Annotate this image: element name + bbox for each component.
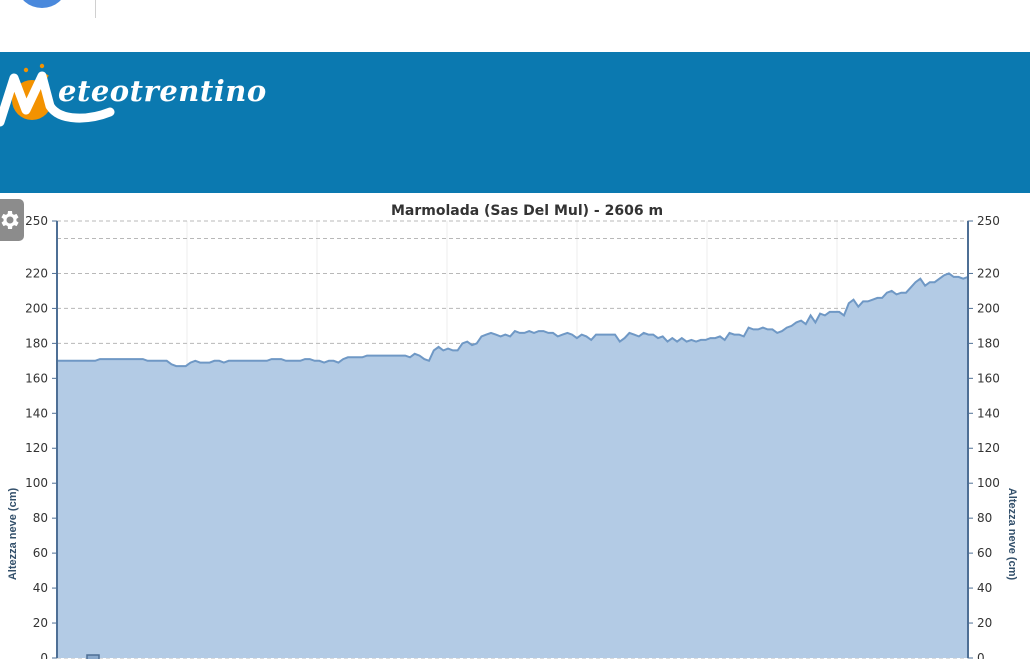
axes: 0 0 20 20 40 40 60 60 80 80 100 100 120 120 140 140 160 1…: [25, 214, 1000, 659]
site-header: eteotrentino: [0, 52, 1030, 193]
settings-button[interactable]: [0, 199, 24, 241]
y-tick-label: 160: [25, 371, 48, 385]
y-tick-label: 40: [33, 581, 48, 595]
y-tick-label-right: 60: [977, 546, 992, 560]
chart-container: 0 0 20 20 40 40 60 60 80 80 100 100 120 120 140 140 160 1…: [0, 193, 1030, 659]
y-tick-label-right: 0: [977, 651, 985, 659]
y-tick-label-right: 220: [977, 266, 1000, 280]
y-tick-label-right: 250: [977, 214, 1000, 228]
y-tick-label: 0: [40, 651, 48, 659]
series-line: [57, 272, 969, 368]
gear-icon: [1, 211, 19, 229]
y-tick-label-right: 200: [977, 301, 1000, 315]
legend[interactable]: [86, 654, 100, 659]
chart-title: Marmolada (Sas Del Mul) - 2606 m: [391, 203, 663, 219]
series-area: [57, 273, 968, 658]
y-tick-label-right: 120: [977, 441, 1000, 455]
top-bar: [0, 0, 1030, 52]
y-tick-label: 180: [25, 336, 48, 350]
y-tick-label: 220: [25, 266, 48, 280]
y-axis-title-right: Altezza neve (cm): [1006, 488, 1018, 581]
y-tick-label-right: 20: [977, 616, 992, 630]
avatar[interactable]: [18, 0, 66, 8]
y-tick-label-right: 160: [977, 371, 1000, 385]
y-axis-title-left: Altezza neve (cm): [7, 488, 19, 581]
y-tick-label: 250: [25, 214, 48, 228]
snow-depth-chart: 0 0 20 20 40 40 60 60 80 80 100 100 120 120 140 140 160 1…: [7, 203, 1018, 659]
divider: [95, 0, 96, 18]
y-tick-label: 200: [25, 301, 48, 315]
meteotrentino-logo[interactable]: eteotrentino: [0, 58, 290, 128]
y-tick-label-right: 80: [977, 511, 992, 525]
y-tick-label: 60: [33, 546, 48, 560]
y-tick-label: 140: [25, 406, 48, 420]
y-tick-label-right: 40: [977, 581, 992, 595]
y-tick-label-right: 100: [977, 476, 1000, 490]
legend-swatch: [86, 654, 100, 659]
y-tick-label: 100: [25, 476, 48, 490]
plot-area: [57, 272, 969, 658]
y-tick-label-right: 140: [977, 406, 1000, 420]
y-tick-label-right: 180: [977, 336, 1000, 350]
y-tick-label: 80: [33, 511, 48, 525]
y-tick-label: 120: [25, 441, 48, 455]
brand-text: eteotrentino: [58, 74, 267, 108]
y-tick-label: 20: [33, 616, 48, 630]
